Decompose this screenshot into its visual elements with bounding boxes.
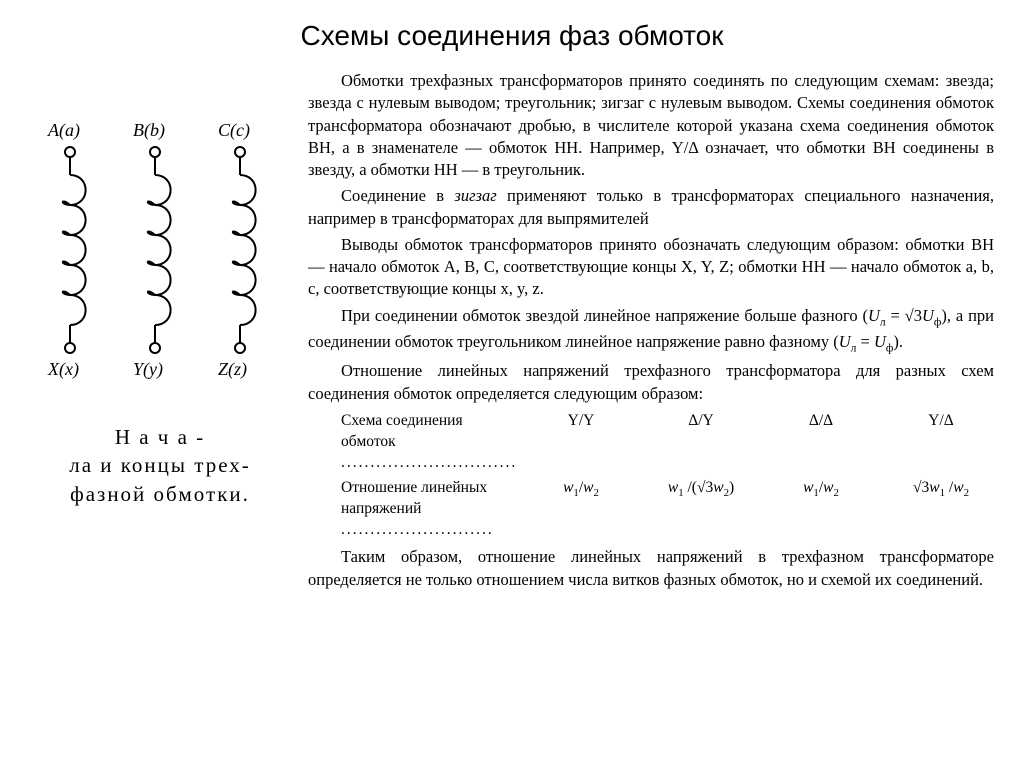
table-row: Схема соединения обмоток Y/Y Δ/Y Δ/Δ Y/Δ xyxy=(341,411,994,474)
coil-diagram: A(a) X(x) B(b) Y(y) C(c) Z(z) xyxy=(30,120,290,410)
row1-values: Y/Y Δ/Y Δ/Δ Y/Δ xyxy=(541,411,981,432)
schema-value: w1 /(√3w2) xyxy=(661,478,741,501)
caption-line-3: фазной обмотки. xyxy=(70,482,250,506)
paragraph-2: Соединение в зигзаг применяют только в т… xyxy=(308,185,994,230)
svg-text:A(a): A(a) xyxy=(47,120,80,141)
paragraph-6: Таким образом, отношение линейных напряж… xyxy=(308,546,994,591)
schema-value: w1/w2 xyxy=(541,478,621,501)
paragraph-4: При соединении обмоток звездой линейное … xyxy=(308,305,994,357)
svg-text:B(b): B(b) xyxy=(133,120,165,141)
page-title: Схемы соединения фаз обмоток xyxy=(30,20,994,52)
paragraph-1: Обмотки трехфазных трансформаторов приня… xyxy=(308,70,994,181)
row2-values: w1/w2 w1 /(√3w2) w1/w2 √3w1 /w2 xyxy=(541,478,981,501)
schema-value: Δ/Y xyxy=(661,411,741,432)
schema-value: √3w1 /w2 xyxy=(901,478,981,501)
row1-label: Схема соединения обмоток xyxy=(341,411,541,474)
caption-line-1: Н а ч а - xyxy=(115,425,205,449)
svg-text:X(x): X(x) xyxy=(47,359,79,380)
text-column: Обмотки трехфазных трансформаторов приня… xyxy=(308,70,994,595)
figure-caption: Н а ч а - ла и концы трех- фазной обмотк… xyxy=(30,423,290,508)
svg-text:Y(y): Y(y) xyxy=(133,359,163,380)
paragraph-3: Выводы обмоток трансформаторов принято о… xyxy=(308,234,994,301)
schema-value: w1/w2 xyxy=(781,478,861,501)
svg-text:Z(z): Z(z) xyxy=(218,359,247,380)
table-row: Отношение линейных напряжений w1/w2 w1 /(… xyxy=(341,478,994,541)
figure-column: A(a) X(x) B(b) Y(y) C(c) Z(z) Н а ч а - ла и … xyxy=(30,70,290,595)
caption-line-2: ла и концы трех- xyxy=(69,453,250,477)
paragraph-5: Отношение линейных напряжений трехфазног… xyxy=(308,360,994,405)
row2-label: Отношение линейных напряжений xyxy=(341,478,541,541)
schema-value: Δ/Δ xyxy=(781,411,861,432)
content-row: A(a) X(x) B(b) Y(y) C(c) Z(z) Н а ч а - ла и … xyxy=(30,70,994,595)
schema-value: Y/Δ xyxy=(901,411,981,432)
svg-text:C(c): C(c) xyxy=(218,120,250,141)
schema-table: Схема соединения обмоток Y/Y Δ/Y Δ/Δ Y/Δ От… xyxy=(341,411,994,541)
schema-value: Y/Y xyxy=(541,411,621,432)
